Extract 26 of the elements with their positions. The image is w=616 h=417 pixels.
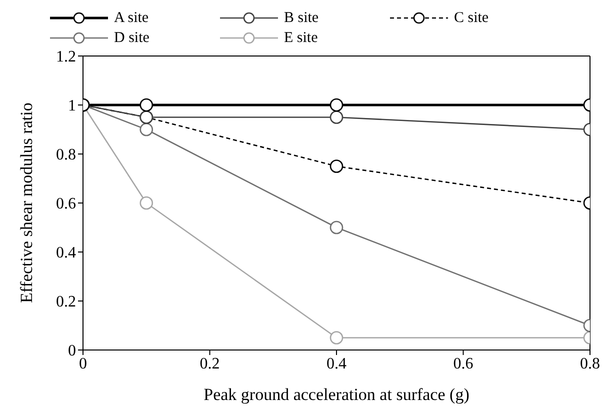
x-tick-label: 0	[79, 355, 87, 372]
point	[140, 98, 154, 112]
point	[330, 331, 344, 344]
y-tick-label: 0	[68, 342, 76, 360]
y-axis-title: Effective shear modulus ratio	[17, 102, 36, 303]
y-tick-label: 1	[68, 98, 76, 115]
legend-label: C site	[454, 10, 489, 26]
legend-label: B site	[284, 10, 319, 26]
legend-label: E site	[284, 30, 318, 46]
x-tick-label: 0.4	[326, 355, 346, 372]
legend-label: A site	[114, 10, 149, 26]
point	[140, 122, 154, 136]
y-tick-label: 1.2	[56, 48, 76, 66]
point	[330, 110, 344, 124]
legend-label: D site	[114, 30, 150, 46]
x-tick-label: 0.2	[200, 355, 220, 372]
y-tick-label: 0.4	[56, 244, 76, 262]
y-tick-label: 0.6	[56, 196, 76, 213]
x-axis-title: Peak ground acceleration at surface (g)	[204, 385, 470, 404]
y-tick-label: 0.8	[56, 146, 76, 164]
point	[330, 220, 344, 234]
x-tick-label: 0.8	[580, 355, 600, 372]
y-tick-label: 0.2	[56, 294, 76, 311]
point	[140, 196, 154, 210]
x-tick-label: 0.6	[453, 355, 474, 372]
point	[330, 98, 344, 112]
